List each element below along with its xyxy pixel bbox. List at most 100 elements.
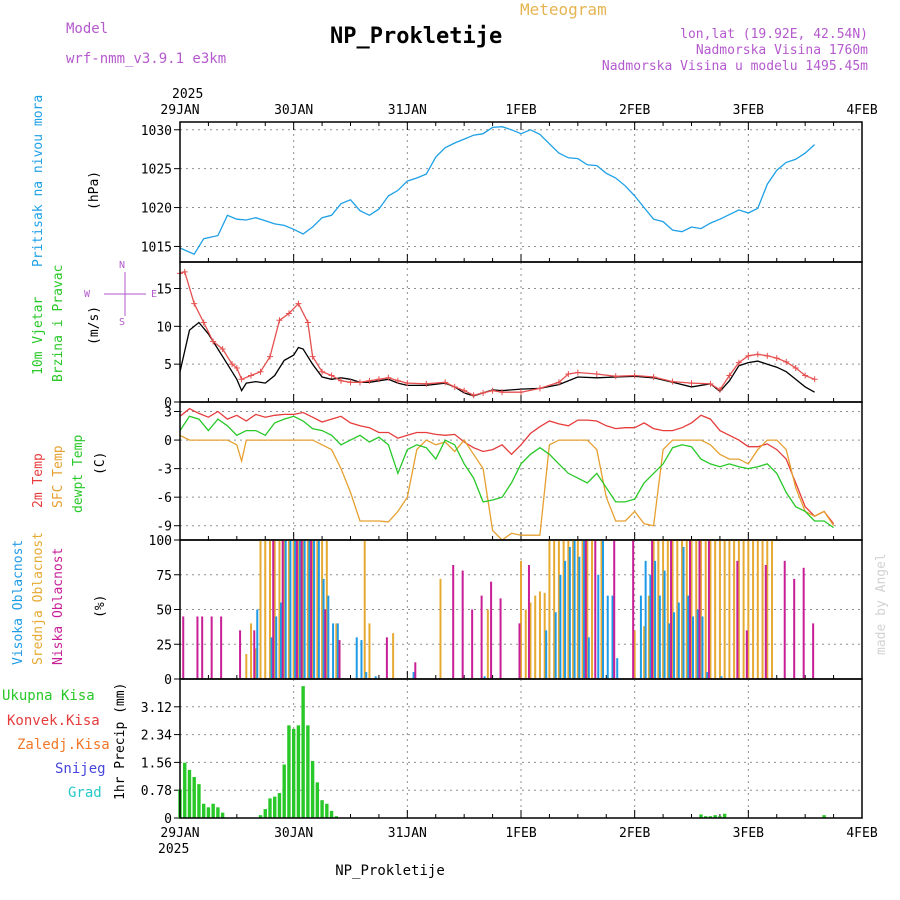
x-label-top: 31JAN [388, 103, 427, 118]
gust-marker [394, 377, 401, 384]
bar-visoka-oblacnost [355, 637, 358, 679]
year-bottom: 2025 [158, 842, 189, 857]
bar-ukupna-kisa [197, 784, 201, 818]
bar-srednja-oblacnost [647, 595, 650, 679]
bar-srednja-oblacnost [752, 540, 755, 679]
gust-marker [536, 385, 543, 392]
bar-srednja-oblacnost [368, 623, 371, 679]
bar-visoka-oblacnost [649, 574, 652, 679]
gust-marker [650, 374, 657, 381]
bar-niska-oblacnost [300, 540, 303, 679]
gust-marker [688, 380, 695, 387]
bar-ukupna-kisa [315, 782, 320, 818]
x-label-top: 30JAN [274, 103, 313, 118]
bar-srednja-oblacnost [633, 630, 636, 679]
bar-niska-oblacnost [793, 578, 796, 679]
gust-marker [233, 364, 240, 371]
bar-niska-oblacnost [182, 616, 185, 679]
bar-srednja-oblacnost [581, 540, 584, 679]
bar-srednja-oblacnost [766, 540, 769, 679]
watermark: made by Angel [874, 553, 889, 655]
bar-niska-oblacnost [707, 540, 710, 679]
compass-s-label: S [119, 317, 125, 328]
bar-ukupna-kisa [722, 813, 727, 818]
bar-ukupna-kisa [301, 686, 305, 818]
gust-marker [451, 383, 458, 390]
bar-srednja-oblacnost [524, 609, 527, 679]
bar-niska-oblacnost [594, 540, 597, 679]
bar-srednja-oblacnost [321, 540, 324, 679]
bar-srednja-oblacnost [747, 540, 750, 679]
bar-srednja-oblacnost [292, 540, 295, 679]
bar-niska-oblacnost [689, 540, 691, 679]
bar-srednja-oblacnost [643, 626, 646, 679]
x-label-top: 29JAN [160, 103, 199, 118]
bar-niska-oblacnost [281, 540, 284, 679]
bar-ukupna-kisa [183, 762, 187, 818]
y-tick-label: 2.34 [141, 729, 172, 744]
bar-srednja-oblacnost [652, 540, 655, 679]
bar-srednja-oblacnost [529, 602, 532, 679]
bar-visoka-oblacnost [308, 540, 311, 679]
gust-marker [304, 319, 311, 326]
pressure-title: Pritisak na nivou mora [31, 95, 46, 267]
bar-ukupna-kisa [708, 816, 713, 818]
bar-srednja-oblacnost [690, 540, 693, 679]
bar-srednja-oblacnost [543, 592, 546, 679]
bar-visoka-oblacnost [327, 595, 330, 679]
bar-niska-oblacnost [518, 623, 521, 679]
gust-marker [593, 371, 600, 377]
bar-ukupna-kisa [192, 777, 196, 818]
meteogram-title: Meteogram [520, 0, 607, 19]
y-tick-label: 5 [164, 358, 172, 373]
bar-visoka-oblacnost [611, 595, 614, 679]
bar-srednja-oblacnost [325, 540, 328, 679]
series-brzina [179, 321, 815, 397]
wind-ylabel: (m/s) [87, 306, 102, 345]
bar-niska-oblacnost [338, 640, 341, 679]
bar-srednja-oblacnost [681, 540, 684, 679]
footer-station: NP_Prokletije [335, 863, 445, 879]
bar-srednja-oblacnost [737, 540, 740, 679]
gust-marker [802, 372, 809, 379]
temp-title-2m: 2m Temp [31, 453, 46, 508]
bar-ukupna-kisa [201, 803, 206, 818]
bar-srednja-oblacnost [771, 540, 774, 679]
gust-marker [200, 319, 207, 326]
bar-visoka-oblacnost [317, 540, 320, 679]
bar-visoka-oblacnost [701, 616, 704, 679]
bar-srednja-oblacnost [695, 540, 698, 679]
bar-visoka-oblacnost [336, 623, 339, 679]
bar-srednja-oblacnost [671, 540, 674, 679]
compass-n-label: N [119, 260, 125, 271]
bar-ukupna-kisa [699, 814, 703, 818]
bar-srednja-oblacnost [250, 623, 253, 679]
gust-marker [266, 353, 273, 360]
bar-visoka-oblacnost [322, 578, 325, 679]
bar-visoka-oblacnost [644, 560, 647, 679]
bar-ukupna-kisa [273, 796, 277, 818]
year-top: 2025 [172, 87, 203, 102]
legend-ukupna: Ukupna Kisa [2, 688, 95, 704]
bar-niska-oblacnost [584, 540, 587, 679]
bar-ukupna-kisa [320, 800, 324, 818]
bar-niska-oblacnost [196, 616, 199, 679]
bar-srednja-oblacnost [742, 540, 745, 679]
x-label-bottom: 31JAN [388, 826, 427, 841]
bar-ukupna-kisa [287, 725, 291, 818]
series-udari [179, 270, 815, 396]
bar-srednja-oblacnost [439, 578, 442, 679]
cloud-ylabel: (%) [93, 595, 108, 618]
y-tick-label: 3 [164, 406, 172, 421]
gust-marker [669, 378, 676, 385]
gust-marker [792, 364, 799, 371]
bar-visoka-oblacnost [654, 560, 657, 679]
bar-niska-oblacnost [480, 595, 483, 679]
pressure-ylabel: (hPa) [87, 171, 102, 210]
gust-marker [229, 361, 236, 368]
gust-marker [480, 389, 487, 396]
bar-ukupna-kisa [325, 803, 329, 818]
bar-niska-oblacnost [414, 662, 417, 679]
bar-ukupna-kisa [263, 809, 267, 818]
